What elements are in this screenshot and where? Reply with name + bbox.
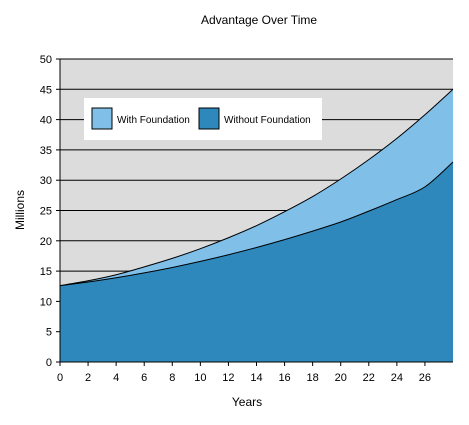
x-tick-label-4: 4 bbox=[113, 372, 119, 384]
x-tick-label-16: 16 bbox=[278, 372, 290, 384]
y-tick-label-0: 0 bbox=[46, 357, 52, 369]
y-tick-label-40: 40 bbox=[40, 115, 52, 127]
line-with-foundation bbox=[59, 88, 454, 287]
x-tick-label-14: 14 bbox=[250, 372, 262, 384]
line-without-foundation bbox=[59, 161, 454, 287]
x-tick-label-2: 2 bbox=[85, 372, 91, 384]
area-without-foundation bbox=[60, 162, 453, 362]
legend-label-with-foundation: With Foundation bbox=[117, 115, 190, 126]
x-tick-label-12: 12 bbox=[222, 372, 234, 384]
x-tick-label-26: 26 bbox=[419, 372, 431, 384]
x-tick-label-6: 6 bbox=[141, 372, 147, 384]
x-tick-label-0: 0 bbox=[57, 372, 63, 384]
legend: With Foundation Without Foundation bbox=[84, 98, 322, 140]
y-tick-label-50: 50 bbox=[40, 54, 52, 66]
y-tick-label-15: 15 bbox=[40, 266, 52, 278]
x-tick-label-18: 18 bbox=[307, 372, 319, 384]
y-tick-label-35: 35 bbox=[40, 145, 52, 157]
y-tick-label-20: 20 bbox=[40, 236, 52, 248]
legend-label-without-foundation: Without Foundation bbox=[224, 115, 311, 126]
x-tick-label-8: 8 bbox=[169, 372, 175, 384]
y-tick-label-45: 45 bbox=[40, 84, 52, 96]
legend-swatch-without-foundation bbox=[198, 107, 220, 130]
x-tick-label-10: 10 bbox=[194, 372, 206, 384]
y-tick-label-10: 10 bbox=[40, 296, 52, 308]
y-tick-label-25: 25 bbox=[40, 206, 52, 218]
y-tick-label-30: 30 bbox=[40, 175, 52, 187]
y-axis-title: Millions bbox=[13, 190, 27, 230]
y-tick-label-5: 5 bbox=[46, 327, 52, 339]
x-tick-label-24: 24 bbox=[391, 372, 403, 384]
x-tick-label-20: 20 bbox=[335, 372, 347, 384]
chart-title: Advantage Over Time bbox=[201, 13, 317, 27]
legend-swatch-with-foundation bbox=[91, 107, 113, 130]
x-axis-title: Years bbox=[232, 395, 262, 409]
x-tick-label-22: 22 bbox=[363, 372, 375, 384]
